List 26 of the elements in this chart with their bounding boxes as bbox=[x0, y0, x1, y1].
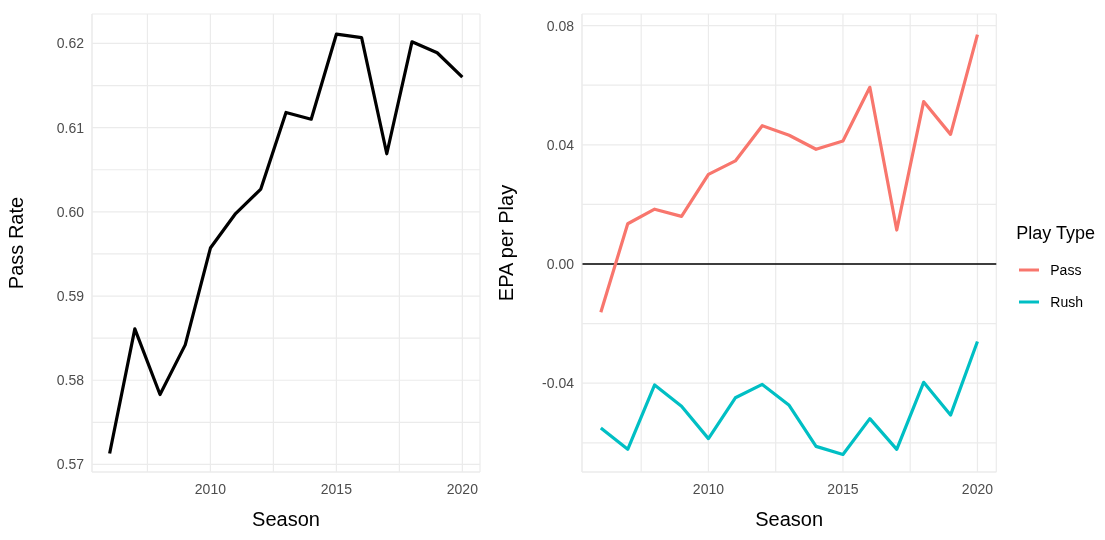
y-tick-label: 0.08 bbox=[546, 17, 575, 34]
y-tick-label: 0.62 bbox=[56, 35, 85, 52]
x-axis-title: Season bbox=[755, 508, 824, 530]
line-series bbox=[108, 32, 464, 456]
y-axis-title: EPA per Play bbox=[495, 184, 518, 302]
legend-label: Pass bbox=[1050, 261, 1082, 278]
x-tick-label: 2015 bbox=[320, 481, 353, 497]
y-tick-label: 0.57 bbox=[56, 456, 85, 473]
x-tick-label: 2015 bbox=[827, 481, 859, 497]
x-tick-label: 2020 bbox=[446, 481, 479, 497]
line-series bbox=[599, 339, 980, 457]
x-tick-label: 2010 bbox=[194, 481, 227, 497]
legend-title: Play Type bbox=[1016, 222, 1095, 244]
y-tick-label: -0.04 bbox=[542, 375, 575, 392]
y-tick-label: 0.58 bbox=[56, 372, 85, 389]
y-tick-label: 0.60 bbox=[56, 203, 85, 220]
y-tick-label: 0.00 bbox=[546, 256, 575, 273]
y-tick-label: 0.04 bbox=[546, 136, 575, 153]
x-tick-label: 2020 bbox=[961, 481, 994, 497]
y-tick-label: 0.61 bbox=[56, 119, 85, 136]
x-tick-label: 2010 bbox=[692, 481, 725, 497]
legend-label: Rush bbox=[1050, 293, 1083, 310]
y-tick-label: 0.59 bbox=[56, 288, 85, 305]
line-series bbox=[599, 32, 980, 314]
y-axis-title: Pass Rate bbox=[5, 196, 28, 290]
x-axis-title: Season bbox=[252, 508, 320, 530]
